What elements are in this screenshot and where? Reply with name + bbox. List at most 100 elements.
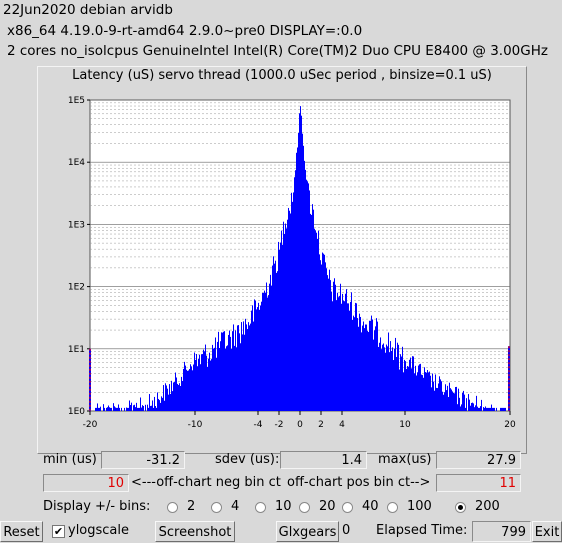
histogram-bar	[326, 268, 327, 411]
histogram-bar	[201, 354, 202, 411]
histogram-bar	[332, 301, 333, 411]
histogram-bar	[181, 376, 182, 411]
histogram-bar	[225, 348, 226, 411]
histogram-bar	[98, 407, 99, 411]
chart-title: Latency (uS) servo thread (1000.0 uSec p…	[72, 68, 492, 83]
histogram-bar	[165, 383, 166, 411]
histogram-bar	[397, 342, 398, 411]
bins-radio-2[interactable]	[167, 502, 178, 513]
bins-radio-200[interactable]	[455, 502, 466, 513]
histogram-bar	[391, 350, 392, 411]
histogram-bar	[136, 402, 137, 411]
histogram-bar	[461, 404, 462, 411]
histogram-bar	[180, 386, 181, 411]
histogram-bar	[177, 383, 178, 411]
histogram-bar	[206, 355, 207, 411]
histogram-bar	[339, 295, 340, 411]
histogram-bar	[476, 395, 477, 411]
histogram-bar	[429, 371, 430, 411]
histogram-bar	[215, 337, 216, 411]
histogram-bar	[367, 330, 368, 411]
histogram-bar	[313, 209, 314, 411]
bins-radio-4[interactable]	[211, 502, 222, 513]
histogram-bar	[489, 407, 490, 411]
bins-radio-100[interactable]	[387, 502, 398, 513]
histogram-bar	[504, 407, 505, 411]
histogram-bar	[486, 407, 487, 411]
histogram-bar	[363, 321, 364, 411]
histogram-bar	[198, 358, 199, 411]
histogram-bar	[366, 324, 367, 411]
histogram-bar	[335, 284, 336, 411]
min-label: min (us)	[43, 452, 97, 467]
histogram-bar	[479, 407, 480, 411]
histogram-bar	[490, 407, 491, 411]
histogram-bar	[153, 407, 154, 411]
histogram-bar	[466, 398, 467, 411]
histogram-bar	[359, 313, 360, 411]
histogram-bar	[227, 345, 228, 411]
histogram-bar	[199, 354, 200, 411]
screenshot-button[interactable]: Screenshot	[155, 521, 235, 542]
histogram-bar	[308, 183, 309, 411]
histogram-bar	[193, 364, 194, 411]
exit-button[interactable]: Exit	[532, 521, 562, 542]
histogram-bar	[405, 361, 406, 411]
histogram-bar	[178, 385, 179, 411]
histogram-bar	[266, 282, 267, 411]
histogram-bar	[338, 297, 339, 411]
histogram-bar	[373, 339, 374, 411]
histogram-bar	[445, 384, 446, 411]
histogram-bar	[247, 329, 248, 411]
histogram-bar	[109, 407, 110, 411]
histogram-bar	[219, 347, 220, 411]
histogram-bar	[413, 356, 414, 411]
bins-radio-10[interactable]	[255, 502, 266, 513]
glxgears-button[interactable]: Glxgears	[276, 521, 339, 542]
histogram-bar	[258, 302, 259, 411]
histogram-bar	[316, 232, 317, 411]
histogram-bar	[460, 406, 461, 411]
histogram-bar	[179, 383, 180, 411]
histogram-bar	[237, 325, 238, 411]
histogram-bar	[505, 407, 506, 411]
histogram-bar	[169, 384, 170, 411]
glxgears-count: 0	[342, 523, 351, 538]
histogram-bar	[143, 405, 144, 411]
histogram-bar	[111, 407, 112, 411]
ylogscale-checkbox[interactable]: ✔	[52, 525, 65, 538]
histogram-bar	[399, 369, 400, 411]
histogram-bar	[311, 214, 312, 411]
histogram-bar	[442, 391, 443, 411]
histogram-bar	[256, 309, 257, 411]
histogram-bar	[113, 403, 114, 411]
y-tick-label: 1E1	[68, 345, 85, 355]
histogram-bar	[364, 328, 365, 411]
histogram-bar	[459, 397, 460, 411]
histogram-bar	[435, 374, 436, 411]
histogram-bar	[250, 323, 251, 411]
histogram-bar	[427, 369, 428, 411]
histogram-bar	[209, 352, 210, 411]
histogram-bar	[425, 372, 426, 411]
histogram-bar	[131, 402, 132, 411]
reset-button[interactable]: Reset	[0, 521, 43, 542]
histogram-bar	[453, 392, 454, 411]
histogram-bar	[475, 405, 476, 411]
histogram-bar	[186, 369, 187, 411]
histogram-bar	[484, 407, 485, 411]
histogram-bar	[158, 398, 159, 411]
bins-radio-40[interactable]	[342, 502, 353, 513]
histogram-bar	[240, 343, 241, 411]
bins-radio-label: 20	[319, 499, 336, 514]
x-tick-label: -4	[254, 420, 263, 430]
histogram-bar	[458, 388, 459, 411]
histogram-bar	[213, 348, 214, 411]
bins-radio-20[interactable]	[299, 502, 310, 513]
histogram-bar	[412, 356, 413, 411]
histogram-bar	[347, 303, 348, 411]
histogram-bar	[398, 344, 399, 411]
histogram-bar	[318, 230, 319, 411]
histogram-bar	[454, 393, 455, 411]
histogram-bar	[428, 372, 429, 411]
